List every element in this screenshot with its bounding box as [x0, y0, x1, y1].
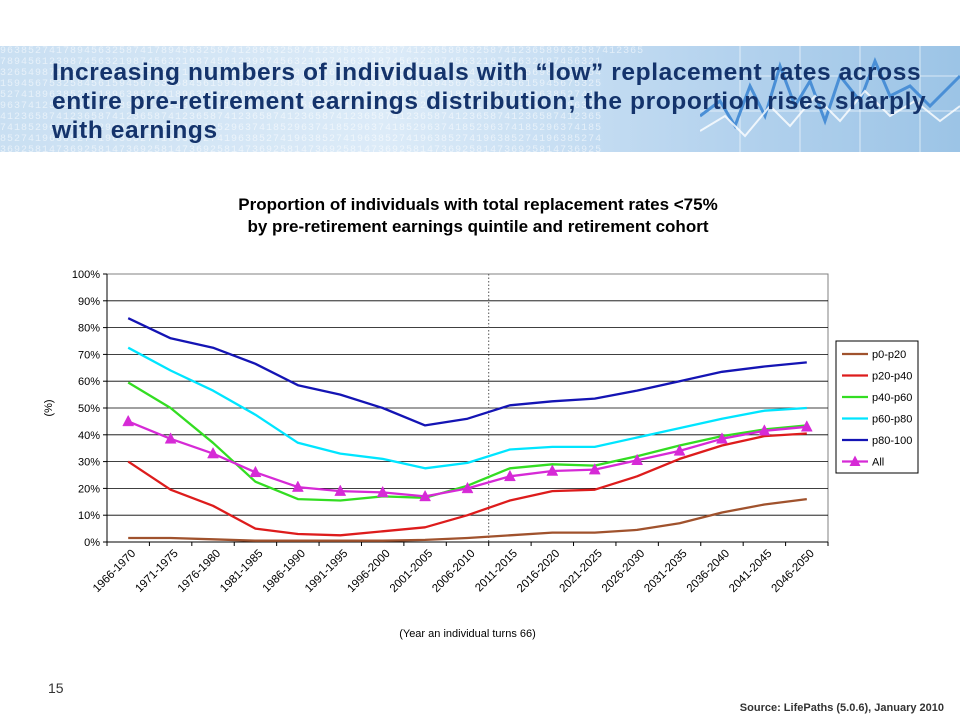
y-tick-label: 30%: [78, 457, 100, 469]
slide-title: Increasing numbers of individuals with “…: [52, 59, 927, 144]
x-tick-label: 1996-2000: [345, 548, 392, 595]
legend-marker-All: [849, 455, 861, 466]
y-tick-label: 0%: [84, 537, 100, 549]
source-note: Source: LifePaths (5.0.6), January 2010: [739, 702, 944, 714]
series-line-p0-p20: [128, 497, 807, 542]
data-point-All: [207, 447, 219, 459]
data-point-All: [164, 432, 177, 444]
data-point-All: [334, 484, 347, 496]
x-tick-label: 2026-2030: [600, 548, 647, 595]
page-number: 15: [48, 680, 64, 696]
legend-label: p20-p40: [872, 371, 912, 383]
legend-box: [835, 340, 919, 474]
banner-decorative-graph: [700, 46, 960, 152]
x-tick-label: 2046-2050: [770, 548, 817, 595]
data-point-All: [291, 480, 304, 492]
x-tick-label: 1971-1975: [133, 548, 180, 595]
x-axis-label: (Year an individual turns 66): [399, 628, 536, 640]
y-tick-label: 90%: [78, 296, 100, 308]
x-tick-label: 1976-1980: [176, 548, 223, 595]
data-point-All: [631, 453, 644, 466]
y-tick-label: 70%: [78, 349, 100, 361]
x-tick-label: 2001-2005: [388, 548, 435, 595]
y-tick-label: 50%: [78, 403, 100, 415]
data-point-All: [461, 481, 474, 494]
series-line-p80-100: [127, 317, 807, 427]
series-line-p60-p80: [127, 346, 807, 470]
chart-title: Proportion of individuals with total rep…: [238, 195, 717, 214]
x-tick-label: 1986-1990: [261, 548, 308, 595]
y-tick-label: 100%: [72, 269, 100, 281]
title-banner: 9638527417894563258741789456325874128963…: [0, 46, 960, 152]
data-point-All: [800, 420, 813, 432]
x-tick-label: 2011-2015: [473, 548, 520, 595]
data-point-All: [376, 485, 389, 498]
legend-label: p60-p80: [872, 414, 912, 426]
x-tick-label: 1966-1970: [91, 548, 138, 595]
y-tick-label: 40%: [78, 430, 100, 442]
x-tick-label: 2036-2040: [685, 548, 732, 595]
y-tick-label: 60%: [78, 376, 100, 388]
x-tick-label: 2041-2045: [727, 548, 774, 595]
legend-label: p40-p60: [872, 392, 912, 404]
data-point-All: [503, 469, 516, 482]
x-tick-label: 2021-2025: [557, 548, 604, 595]
y-axis-label: (%): [43, 399, 55, 416]
data-point-All: [716, 432, 728, 444]
banner-digit-texture: 9638527417894563258741789456325874128963…: [0, 46, 645, 152]
x-tick-label: 1991-1995: [303, 548, 350, 595]
y-tick-label: 20%: [78, 483, 100, 495]
data-point-All: [588, 463, 601, 475]
x-tick-label: 2006-2010: [430, 548, 477, 595]
data-point-All: [758, 424, 771, 436]
legend-label: p0-p20: [872, 349, 906, 361]
data-point-All: [122, 414, 135, 427]
legend-label: All: [872, 457, 884, 469]
x-tick-label: 1981-1985: [218, 548, 265, 595]
x-tick-label: 2031-2035: [642, 548, 689, 595]
legend-label: p80-100: [872, 435, 912, 447]
data-point-All: [673, 444, 686, 456]
y-tick-label: 80%: [78, 323, 100, 335]
y-tick-label: 10%: [78, 510, 100, 522]
series-line-p20-p40: [127, 432, 807, 537]
data-point-All: [546, 464, 559, 476]
chart-subtitle: by pre-retirement earnings quintile and …: [248, 217, 709, 236]
data-point-All: [419, 489, 432, 502]
x-tick-label: 2016-2020: [515, 548, 562, 595]
data-point-All: [249, 465, 262, 478]
